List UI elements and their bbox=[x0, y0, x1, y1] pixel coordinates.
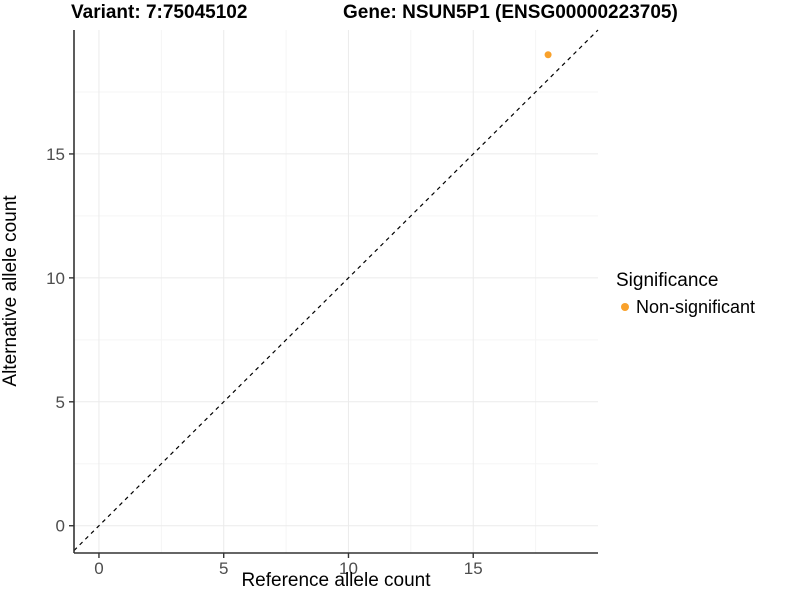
gene-title: Gene: NSUN5P1 (ENSG00000223705) bbox=[343, 2, 678, 23]
x-tick-label: 10 bbox=[339, 559, 358, 578]
x-tick-label: 0 bbox=[94, 559, 103, 578]
identity-dashed-line bbox=[73, 29, 599, 551]
legend: Significance Non-significant bbox=[616, 270, 755, 318]
y-axis-title: Alternative allele count bbox=[0, 195, 21, 387]
legend-title: Significance bbox=[616, 270, 719, 291]
y-tick-label: 5 bbox=[56, 393, 65, 412]
variant-title: Variant: 7:75045102 bbox=[71, 2, 248, 23]
legend-item-non-significant: Non-significant bbox=[616, 296, 755, 318]
legend-item-label: Non-significant bbox=[636, 296, 756, 317]
data-point bbox=[544, 51, 552, 59]
x-tick-label: 5 bbox=[219, 559, 228, 578]
y-tick-label: 10 bbox=[46, 269, 65, 288]
x-tick-label: 15 bbox=[464, 559, 483, 578]
legend-key bbox=[616, 298, 634, 316]
y-tick-label: 15 bbox=[46, 145, 65, 164]
y-tick-label: 0 bbox=[56, 517, 65, 536]
legend-point-icon bbox=[621, 303, 629, 311]
x-axis-title: Reference allele count bbox=[241, 570, 431, 591]
